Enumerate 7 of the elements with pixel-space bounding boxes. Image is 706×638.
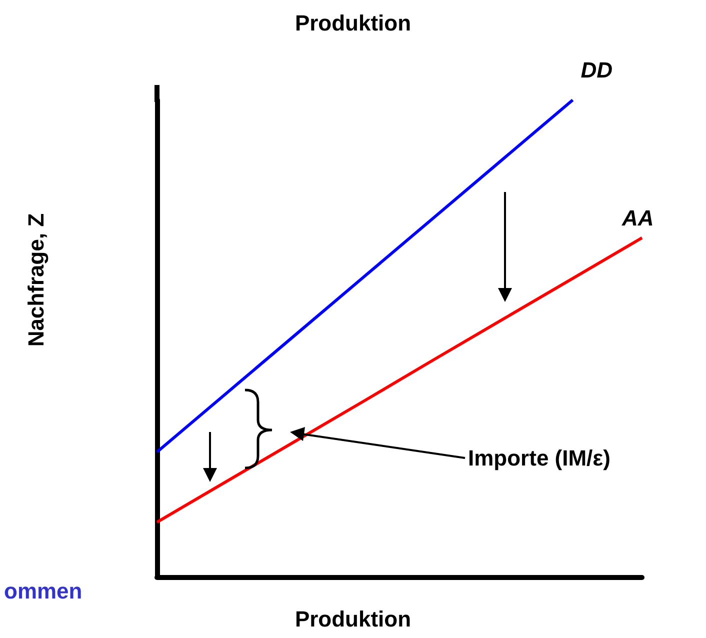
series-label: AA <box>621 205 654 230</box>
chart-title: Produktion <box>294 10 412 36</box>
text: ommen <box>4 578 82 604</box>
series-label: DD <box>580 58 613 82</box>
y-axis-title: Nachfrage, Z <box>24 213 48 347</box>
annotation: Importe (IM/ε) <box>468 446 610 470</box>
x-axis-title: Produktion <box>294 606 412 632</box>
